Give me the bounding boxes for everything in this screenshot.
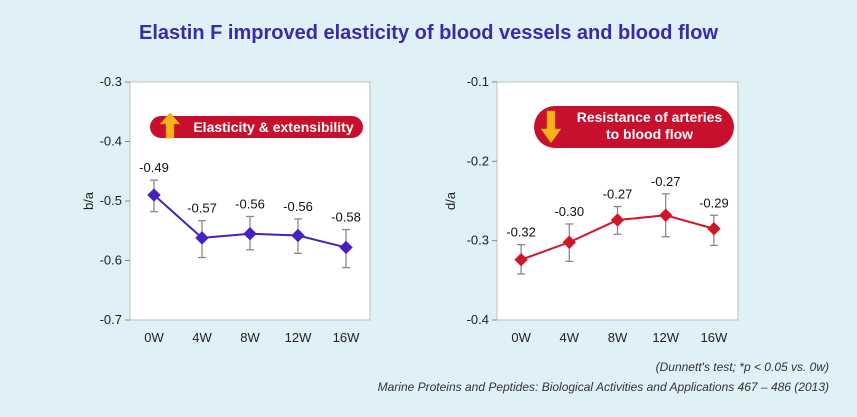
y-tick-label: -0.6: [100, 253, 122, 268]
banner-background: [150, 116, 363, 138]
y-tick-label: -0.7: [100, 312, 122, 327]
data-point: [514, 252, 528, 267]
arrow-down-icon: [540, 110, 562, 144]
y-tick-label: -0.1: [467, 74, 489, 89]
banner-text: Resistance of arteries: [577, 109, 723, 125]
x-tick-label: 12W: [652, 330, 679, 345]
y-tick-label: -0.3: [467, 233, 489, 248]
data-point: [291, 228, 305, 243]
banner-text: Elasticity & extensibility: [193, 119, 353, 135]
footnote-test: (Dunnett's test; *p < 0.05 vs. 0w): [655, 360, 829, 374]
data-label: -0.56: [235, 196, 265, 211]
x-tick-label: 0W: [144, 330, 164, 345]
data-label: -0.57: [187, 201, 217, 216]
x-tick-label: 12W: [285, 330, 312, 345]
x-tick-label: 8W: [608, 330, 628, 345]
data-point: [658, 208, 673, 222]
y-tick-label: -0.4: [467, 312, 489, 327]
y-tick-label: -0.2: [467, 153, 489, 168]
data-point: [610, 213, 625, 227]
data-label: -0.29: [699, 195, 729, 210]
data-label: -0.56: [283, 199, 313, 214]
data-point: [243, 227, 257, 241]
data-point: [562, 235, 577, 249]
data-point: [707, 222, 721, 236]
x-tick-label: 0W: [511, 330, 531, 345]
data-label: -0.27: [603, 187, 633, 202]
x-tick-label: 16W: [333, 330, 360, 345]
data-label: -0.58: [331, 210, 361, 225]
chart-panel-1: -0.3 -0.4 -0.5 -0.6 -0.7 b/a 0W 4W 8W 12W 16W -0.49…: [81, 74, 371, 345]
y-tick-label: -0.5: [100, 193, 122, 208]
banner-text: to blood flow: [606, 126, 693, 142]
data-label: -0.49: [139, 160, 169, 175]
data-label: -0.27: [651, 174, 681, 189]
data-point: [195, 231, 209, 245]
x-tick-label: 8W: [240, 330, 260, 345]
data-label: -0.32: [506, 225, 536, 240]
x-tick-label: 16W: [701, 330, 728, 345]
x-tick-label: 4W: [560, 330, 580, 345]
y-axis-label: d/a: [443, 191, 458, 210]
chart-panel-2: -0.1 -0.2 -0.3 -0.4 d/a 0W 4W 8W 12W 16W -0.32 -0.3…: [443, 74, 739, 345]
x-tick-label: 4W: [192, 330, 212, 345]
y-axis-label: b/a: [81, 191, 96, 210]
data-point: [339, 240, 353, 255]
data-label: -0.30: [554, 204, 584, 219]
data-point: [147, 188, 161, 202]
y-tick-label: -0.4: [100, 134, 122, 149]
annotation-banner: Elasticity & extensibility: [150, 112, 363, 139]
page-title: Elastin F improved elasticity of blood v…: [139, 22, 718, 44]
arrow-up-icon: [159, 112, 181, 139]
y-tick-label: -0.3: [100, 74, 122, 89]
banner-background: [534, 106, 734, 148]
footnote-source: Marine Proteins and Peptides: Biological…: [377, 380, 829, 394]
